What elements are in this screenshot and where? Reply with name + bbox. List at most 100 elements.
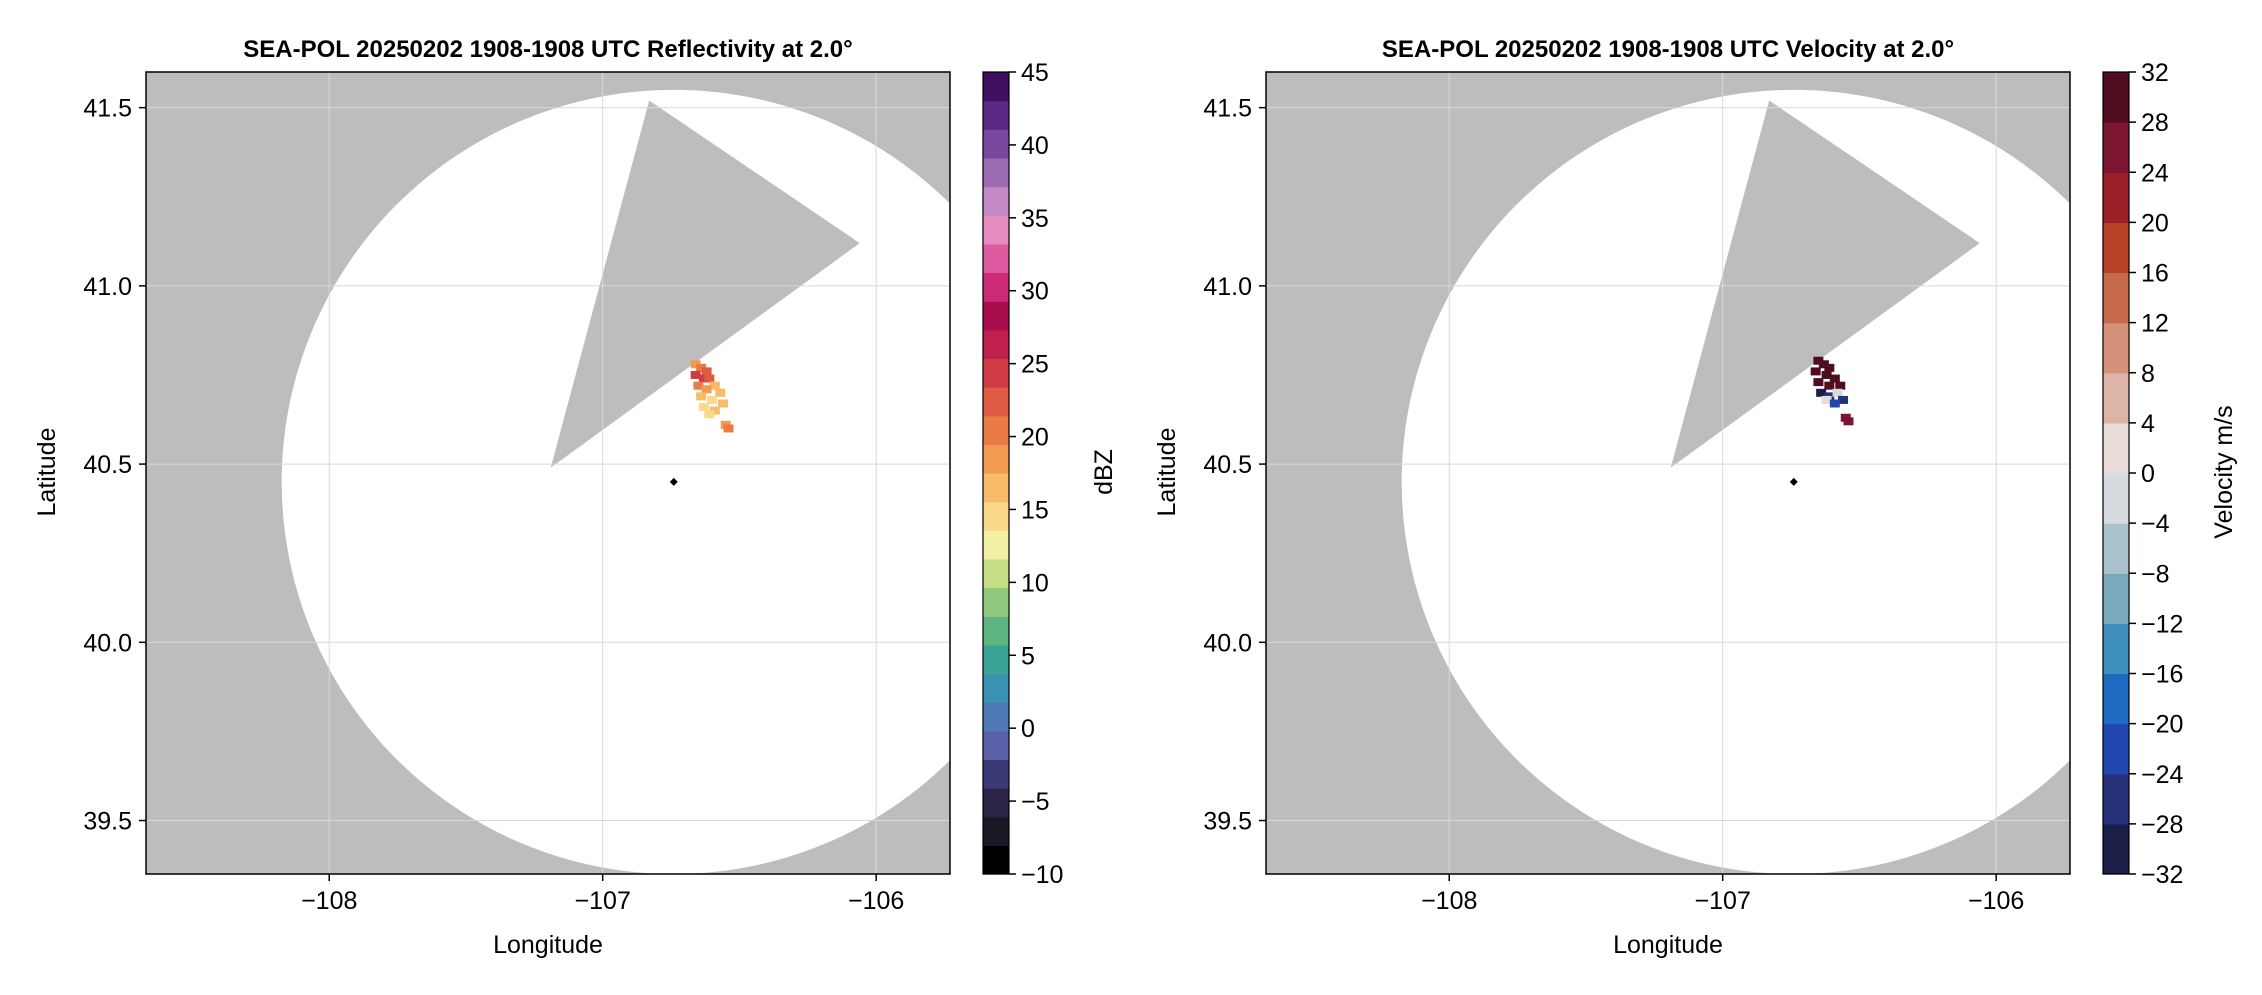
velocity-colorbar-tick-label: 32 bbox=[2141, 59, 2169, 87]
reflectivity-echo-8 bbox=[701, 385, 712, 394]
reflectivity-colorbar-segment-1 bbox=[983, 816, 1009, 846]
reflectivity-colorbar-segment-8 bbox=[983, 616, 1009, 646]
velocity-echo-9 bbox=[1816, 388, 1827, 397]
reflectivity-axes-frame bbox=[145, 71, 951, 875]
velocity-echo-2 bbox=[1824, 363, 1835, 372]
reflectivity-colorbar-segment-26 bbox=[983, 100, 1009, 130]
reflectivity-colorbar-tick-label: 35 bbox=[1021, 205, 1049, 233]
velocity-x-tick-label: −107 bbox=[1695, 887, 1751, 915]
reflectivity-colorbar-segment-9 bbox=[983, 587, 1009, 617]
reflectivity-colorbar-segment-7 bbox=[983, 644, 1009, 675]
velocity-colorbar-segment-6 bbox=[2103, 523, 2129, 574]
reflectivity-colorbar-frame bbox=[982, 71, 1010, 875]
velocity-colorbar-tick-label: −12 bbox=[2141, 610, 2183, 638]
reflectivity-colorbar-tick-label: 40 bbox=[1021, 132, 1049, 160]
velocity-y-tick-label: 41.0 bbox=[1203, 273, 1252, 301]
velocity-colorbar-segment-0 bbox=[2103, 823, 2129, 875]
velocity-colorbar-tick-label: −24 bbox=[2141, 761, 2184, 789]
velocity-colorbar-tick-label: 24 bbox=[2141, 159, 2169, 187]
reflectivity-colorbar-segment-17 bbox=[983, 358, 1009, 388]
velocity-echo-7 bbox=[1824, 381, 1835, 390]
velocity-y-label: Latitude bbox=[1153, 428, 1181, 517]
reflectivity-echo-6 bbox=[693, 381, 704, 390]
velocity-colorbar-tick-label: −8 bbox=[2141, 560, 2170, 588]
reflectivity-colorbar-segment-15 bbox=[983, 415, 1009, 445]
reflectivity-y-tick-label: 40.0 bbox=[83, 629, 132, 657]
reflectivity-colorbar-tick-label: 15 bbox=[1021, 496, 1049, 524]
reflectivity-radar-site-marker bbox=[669, 477, 678, 486]
reflectivity-colorbar-tick-label: 5 bbox=[1021, 642, 1035, 670]
reflectivity-y-tick-label: 41.5 bbox=[83, 95, 132, 123]
reflectivity-echo-5 bbox=[704, 374, 715, 383]
reflectivity-colorbar-segment-14 bbox=[983, 444, 1009, 474]
velocity-radar-site-marker bbox=[1789, 477, 1798, 486]
reflectivity-echo-11 bbox=[707, 395, 718, 404]
reflectivity-colorbar-segment-11 bbox=[983, 530, 1009, 560]
velocity-colorbar-tick-label: 4 bbox=[2141, 410, 2155, 438]
reflectivity-y-tick-label: 41.0 bbox=[83, 273, 132, 301]
velocity-colorbar-tick-label: −32 bbox=[2141, 861, 2183, 889]
velocity-colorbar-segment-7 bbox=[2103, 473, 2129, 524]
reflectivity-colorbar-segment-5 bbox=[983, 702, 1009, 732]
velocity-x-tick-label: −106 bbox=[1968, 887, 2024, 915]
velocity-colorbar-segment-1 bbox=[2103, 773, 2129, 825]
velocity-colorbar-segment-9 bbox=[2103, 372, 2129, 424]
velocity-colorbar-label: Velocity m/s bbox=[2210, 405, 2238, 538]
velocity-echo-11 bbox=[1832, 388, 1843, 397]
velocity-colorbar-tick-label: −20 bbox=[2141, 711, 2183, 739]
reflectivity-echo-9 bbox=[715, 388, 726, 397]
velocity-colorbar-segment-12 bbox=[2103, 222, 2129, 274]
reflectivity-echo-15 bbox=[704, 410, 715, 419]
velocity-colorbar-segment-15 bbox=[2103, 72, 2129, 123]
reflectivity-colorbar-tick-label: −10 bbox=[1021, 861, 1063, 889]
reflectivity-echo-12 bbox=[718, 399, 729, 408]
reflectivity-colorbar-segment-27 bbox=[983, 72, 1009, 102]
velocity-colorbar-tick-label: −16 bbox=[2141, 661, 2183, 689]
velocity-colorbar-tick-label: 8 bbox=[2141, 360, 2155, 388]
reflectivity-colorbar-segment-16 bbox=[983, 387, 1009, 417]
reflectivity-colorbar-segment-2 bbox=[983, 788, 1009, 818]
reflectivity-y-tick-label: 40.5 bbox=[83, 451, 132, 479]
velocity-echo-6 bbox=[1813, 378, 1824, 387]
reflectivity-title: SEA-POL 20250202 1908-1908 UTC Reflectiv… bbox=[243, 36, 852, 63]
reflectivity-echo-2 bbox=[701, 367, 712, 376]
reflectivity-colorbar-segment-10 bbox=[983, 558, 1009, 589]
reflectivity-colorbar-segment-25 bbox=[983, 129, 1009, 159]
reflectivity-blocked-sector bbox=[550, 100, 860, 468]
reflectivity-panel: SEA-POL 20250202 1908-1908 UTC Reflectiv… bbox=[33, 36, 1118, 959]
velocity-colorbar-tick-label: 20 bbox=[2141, 209, 2169, 237]
reflectivity-colorbar-segment-3 bbox=[983, 759, 1009, 789]
velocity-echo-1 bbox=[1818, 360, 1829, 369]
reflectivity-y-label: Latitude bbox=[33, 428, 61, 517]
reflectivity-colorbar-segment-20 bbox=[983, 272, 1009, 302]
velocity-axes-frame bbox=[1265, 71, 2071, 875]
velocity-colorbar-segment-8 bbox=[2103, 422, 2129, 474]
velocity-panel: SEA-POL 20250202 1908-1908 UTC Velocity … bbox=[1153, 36, 2238, 959]
reflectivity-echo-7 bbox=[709, 381, 720, 390]
velocity-y-tick-label: 39.5 bbox=[1203, 808, 1252, 836]
velocity-echo-0 bbox=[1813, 356, 1824, 365]
reflectivity-colorbar-tick-label: −5 bbox=[1021, 788, 1050, 816]
velocity-plot-area bbox=[1266, 72, 2070, 874]
reflectivity-y-tick-label: 39.5 bbox=[83, 808, 132, 836]
reflectivity-echo-17 bbox=[723, 424, 734, 433]
reflectivity-colorbar-segment-24 bbox=[983, 157, 1009, 188]
reflectivity-echo-14 bbox=[709, 406, 720, 415]
velocity-colorbar-segment-10 bbox=[2103, 322, 2129, 374]
velocity-echo-13 bbox=[1838, 395, 1849, 404]
velocity-colorbar-tick-label: −28 bbox=[2141, 811, 2183, 839]
velocity-echo-3 bbox=[1810, 367, 1821, 376]
reflectivity-echo-0 bbox=[690, 360, 701, 369]
velocity-y-tick-label: 40.0 bbox=[1203, 629, 1252, 657]
reflectivity-colorbar-segment-6 bbox=[983, 673, 1009, 703]
reflectivity-echo-10 bbox=[696, 392, 707, 401]
velocity-echo-14 bbox=[1829, 399, 1840, 408]
velocity-colorbar-segment-11 bbox=[2103, 272, 2129, 324]
reflectivity-colorbar-segment-21 bbox=[983, 243, 1009, 274]
velocity-colorbar-segment-13 bbox=[2103, 172, 2129, 223]
reflectivity-x-tick-label: −106 bbox=[848, 887, 904, 915]
velocity-echo-8 bbox=[1835, 381, 1846, 390]
reflectivity-x-tick-label: −108 bbox=[301, 887, 357, 915]
velocity-blocked-sector bbox=[1670, 100, 1980, 468]
